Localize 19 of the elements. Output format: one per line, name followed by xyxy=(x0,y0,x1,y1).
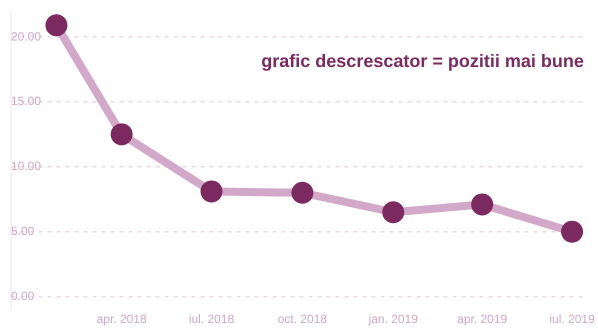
point xyxy=(110,123,133,146)
point xyxy=(200,180,223,202)
point xyxy=(45,14,68,36)
x-tick-label: oct. 2018 xyxy=(278,312,328,326)
y-tick-label: 15.00 xyxy=(11,94,42,108)
y-tick-label: 0.00 xyxy=(11,288,35,303)
point xyxy=(382,201,404,224)
x-tick-label: iul. 2019 xyxy=(549,312,596,326)
point xyxy=(561,220,584,243)
x-tick-label: jan. 2019 xyxy=(368,312,418,326)
text: grafic descrescator = pozitii mai bune xyxy=(261,50,584,71)
x-tick-label: apr. 2019 xyxy=(457,312,508,326)
y-tick-label: 20.00 xyxy=(11,29,42,44)
y-tick-label: 10.00 xyxy=(11,159,42,174)
x-tick-label: iul. 2018 xyxy=(188,312,235,326)
point xyxy=(471,193,494,216)
x-tick-label: apr. 2018 xyxy=(96,312,147,326)
point xyxy=(291,182,314,204)
y-tick-label: 5.00 xyxy=(11,224,35,238)
